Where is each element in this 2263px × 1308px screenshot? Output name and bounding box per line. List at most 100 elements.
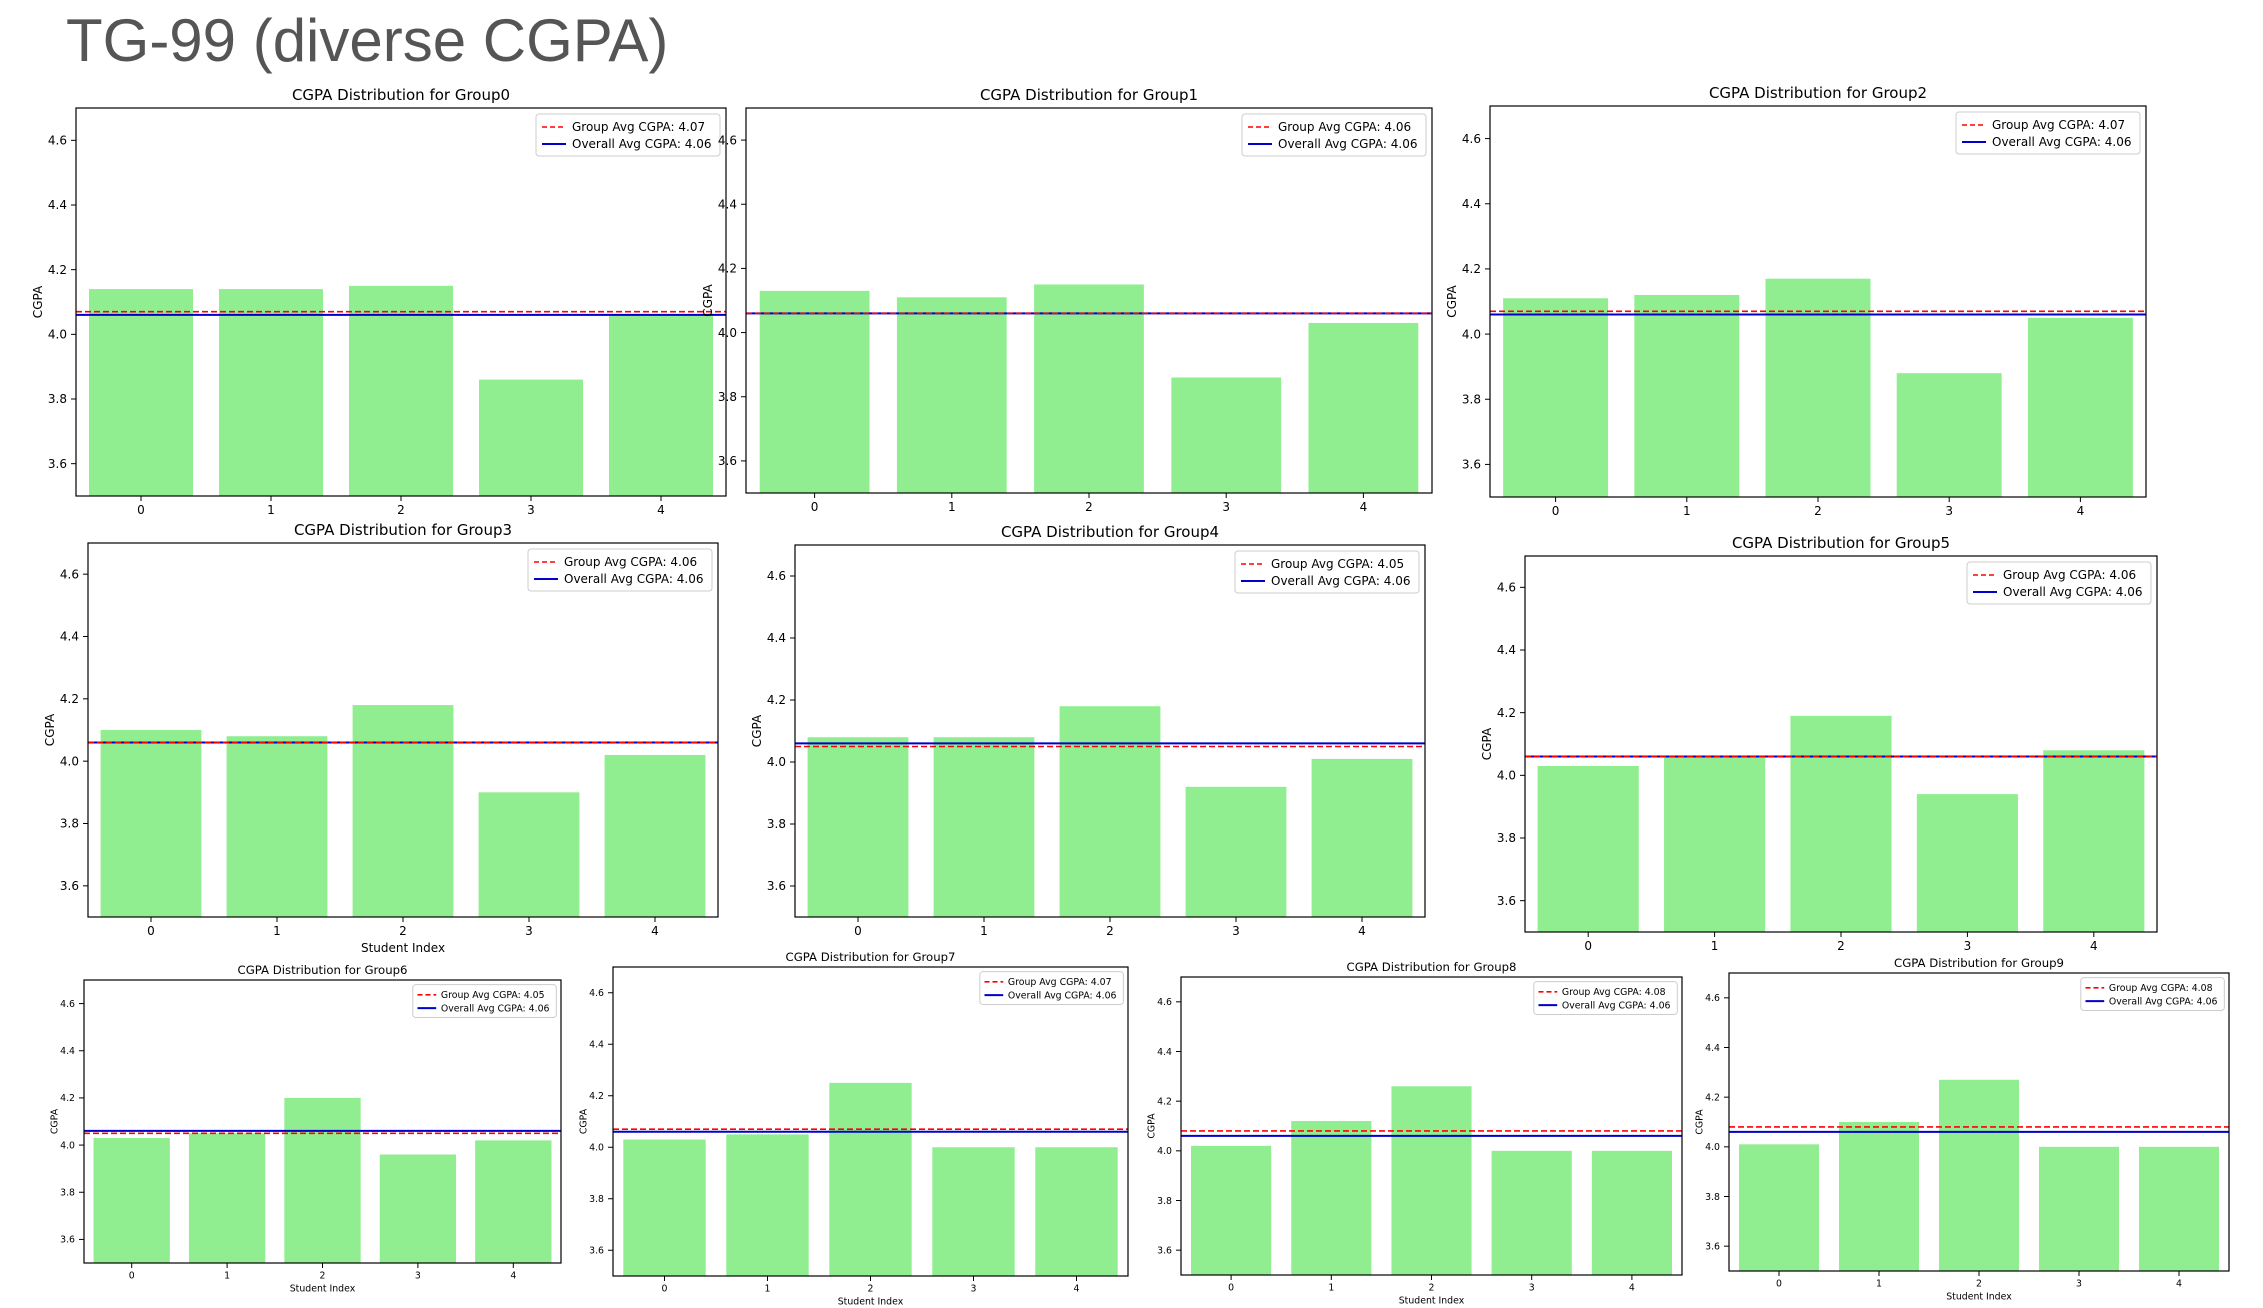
y-tick-label: 4.6 — [1497, 581, 1516, 595]
bar — [479, 379, 583, 496]
bar — [1308, 322, 1419, 493]
bar — [219, 289, 323, 496]
y-tick-label: 4.6 — [1462, 132, 1481, 146]
x-tick-label: 4 — [657, 503, 665, 517]
chart-title: CGPA Distribution for Group2 — [1709, 84, 1927, 102]
bar — [933, 737, 1035, 917]
chart-group8: CGPA Distribution for Group8 3.6 3.8 4.0 4.2… — [1146, 960, 1683, 1306]
x-tick-label: 1 — [980, 924, 988, 938]
y-tick-label: 4.6 — [718, 133, 737, 147]
chart-group6: CGPA Distribution for Group6 3.6 3.8 4.0 4.2… — [49, 963, 562, 1294]
x-tick-label: 2 — [397, 503, 405, 517]
x-axis-label: Student Index — [1399, 1295, 1465, 1306]
y-tick-label: 4.4 — [48, 198, 67, 212]
y-tick-label: 4.2 — [1157, 1096, 1172, 1107]
legend-box — [1241, 113, 1427, 157]
legend-box — [527, 548, 713, 592]
y-tick-label: 4.2 — [589, 1091, 604, 1102]
y-tick-label: 4.4 — [767, 631, 786, 645]
x-tick-label: 1 — [224, 1270, 230, 1281]
legend-label-group-avg: Group Avg CGPA: 4.06 — [2003, 568, 2136, 582]
bar — [759, 290, 870, 493]
chart-title: CGPA Distribution for Group9 — [1894, 956, 2064, 970]
y-tick-label: 3.6 — [589, 1246, 604, 1257]
y-axis-label: CGPA — [750, 714, 764, 747]
x-tick-label: 1 — [1876, 1278, 1882, 1289]
legend-label-overall-avg: Overall Avg CGPA: 4.06 — [1271, 574, 1410, 588]
legend-label-overall-avg: Overall Avg CGPA: 4.06 — [2109, 996, 2218, 1007]
y-axis-label: CGPA — [701, 284, 715, 317]
y-tick-label: 3.8 — [60, 1188, 75, 1199]
legend-label-overall-avg: Overall Avg CGPA: 4.06 — [564, 572, 703, 586]
y-tick-label: 4.6 — [60, 999, 75, 1010]
x-tick-label: 1 — [948, 500, 956, 514]
bar — [1391, 1086, 1472, 1275]
legend-label-group-avg: Group Avg CGPA: 4.06 — [1278, 120, 1411, 134]
chart-group3: CGPA Distribution for Group3 3.6 3.8 4.0 4.2… — [43, 521, 719, 955]
bar — [475, 1140, 552, 1263]
y-tick-label: 4.4 — [60, 630, 79, 644]
chart-title: CGPA Distribution for Group0 — [292, 86, 510, 104]
x-tick-label: 3 — [415, 1270, 421, 1281]
y-tick-label: 4.4 — [718, 197, 737, 211]
y-tick-label: 3.6 — [48, 457, 67, 471]
chart-title: CGPA Distribution for Group4 — [1001, 523, 1219, 541]
legend-box — [535, 113, 721, 157]
x-tick-label: 1 — [1711, 939, 1719, 953]
x-tick-label: 2 — [399, 924, 407, 938]
x-tick-label: 3 — [971, 1283, 977, 1294]
x-tick-label: 3 — [1945, 504, 1953, 518]
bar — [726, 1134, 809, 1276]
chart-group9: CGPA Distribution for Group9 3.6 3.8 4.0 4.2… — [1694, 956, 2230, 1302]
x-tick-label: 2 — [1085, 500, 1093, 514]
y-tick-label: 4.2 — [60, 692, 79, 706]
legend-label-overall-avg: Overall Avg CGPA: 4.06 — [572, 137, 711, 151]
chart-group2: CGPA Distribution for Group2 3.6 3.8 4.0 4.2… — [1445, 84, 2147, 518]
x-axis-label: Student Index — [1946, 1291, 2012, 1302]
x-tick-label: 4 — [1358, 924, 1366, 938]
x-tick-label: 2 — [868, 1283, 874, 1294]
x-tick-label: 4 — [651, 924, 659, 938]
y-tick-label: 4.6 — [48, 134, 67, 148]
y-tick-label: 4.0 — [1705, 1142, 1720, 1153]
y-axis-label: CGPA — [49, 1108, 60, 1134]
bar — [1839, 1122, 1919, 1271]
bar — [226, 736, 328, 917]
x-tick-label: 1 — [273, 924, 281, 938]
y-tick-label: 3.8 — [589, 1194, 604, 1205]
legend-label-overall-avg: Overall Avg CGPA: 4.06 — [2003, 585, 2142, 599]
x-axis-label: Student Index — [290, 1283, 356, 1294]
bar — [609, 314, 713, 496]
bar — [2027, 317, 2133, 497]
chart-group1: CGPA Distribution for Group1 3.6 3.8 4.0 4.2… — [701, 86, 1433, 514]
bar — [807, 737, 909, 917]
y-tick-label: 3.8 — [1705, 1192, 1720, 1203]
x-tick-label: 1 — [267, 503, 275, 517]
bar — [1634, 294, 1740, 497]
chart-title: CGPA Distribution for Group1 — [980, 86, 1198, 104]
chart-title: CGPA Distribution for Group7 — [786, 950, 956, 964]
bar — [2039, 1146, 2119, 1271]
chart-group7: CGPA Distribution for Group7 3.6 3.8 4.0 4.2… — [578, 950, 1129, 1307]
y-tick-label: 4.4 — [589, 1040, 604, 1051]
y-tick-label: 3.6 — [60, 1235, 75, 1246]
x-tick-label: 4 — [1360, 500, 1368, 514]
y-tick-label: 4.2 — [1462, 262, 1481, 276]
chart-title: CGPA Distribution for Group8 — [1347, 960, 1517, 974]
legend-box — [1533, 981, 1678, 1015]
y-tick-label: 3.6 — [718, 454, 737, 468]
x-tick-label: 4 — [1629, 1282, 1635, 1293]
legend-label-overall-avg: Overall Avg CGPA: 4.06 — [1278, 137, 1417, 151]
bar — [1291, 1121, 1372, 1275]
bar — [1191, 1145, 1272, 1275]
x-tick-label: 2 — [1814, 504, 1822, 518]
chart-group4: CGPA Distribution for Group4 3.6 3.8 4.0 4.2… — [750, 523, 1426, 938]
y-tick-label: 4.0 — [1497, 769, 1516, 783]
y-axis-label: CGPA — [1445, 285, 1459, 318]
bar — [896, 297, 1007, 493]
x-tick-label: 4 — [2077, 504, 2085, 518]
legend-label-group-avg: Group Avg CGPA: 4.05 — [1271, 557, 1404, 571]
x-tick-label: 0 — [129, 1270, 135, 1281]
y-tick-label: 3.6 — [767, 879, 786, 893]
